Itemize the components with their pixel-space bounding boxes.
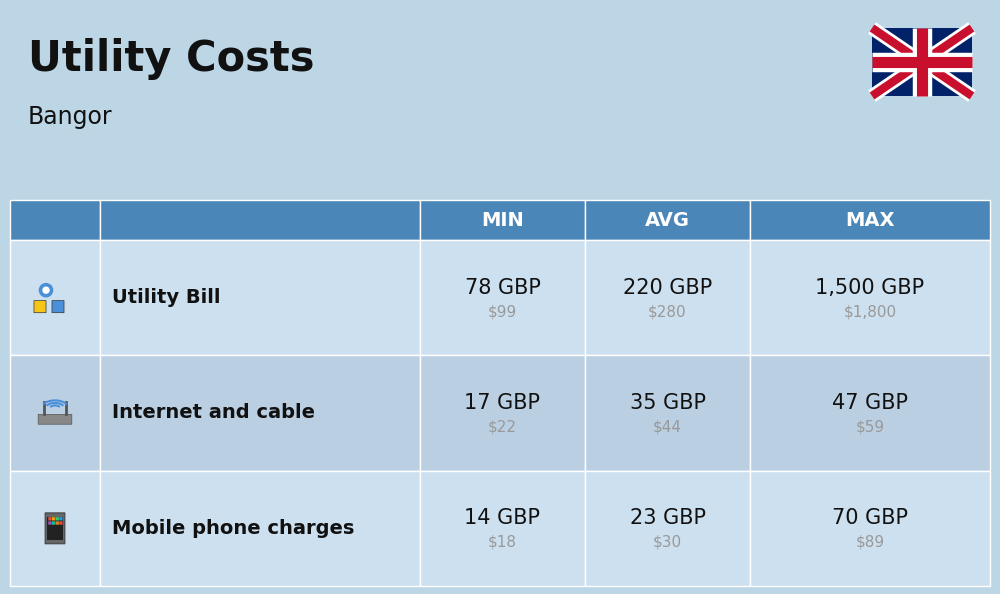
- Text: $30: $30: [653, 535, 682, 550]
- Circle shape: [43, 287, 49, 293]
- Text: $22: $22: [488, 419, 517, 434]
- Text: 70 GBP: 70 GBP: [832, 508, 908, 528]
- FancyBboxPatch shape: [585, 200, 750, 240]
- FancyBboxPatch shape: [750, 470, 990, 586]
- FancyBboxPatch shape: [872, 28, 972, 96]
- FancyBboxPatch shape: [56, 522, 59, 525]
- FancyBboxPatch shape: [48, 522, 52, 525]
- FancyBboxPatch shape: [420, 355, 585, 470]
- FancyBboxPatch shape: [52, 522, 55, 525]
- FancyBboxPatch shape: [10, 355, 100, 470]
- Text: Mobile phone charges: Mobile phone charges: [112, 519, 354, 538]
- FancyBboxPatch shape: [585, 470, 750, 586]
- Text: MAX: MAX: [845, 210, 895, 229]
- Text: $59: $59: [855, 419, 885, 434]
- Circle shape: [39, 283, 53, 297]
- FancyBboxPatch shape: [38, 415, 72, 424]
- FancyBboxPatch shape: [59, 517, 63, 520]
- FancyBboxPatch shape: [100, 470, 420, 586]
- FancyBboxPatch shape: [750, 200, 990, 240]
- Text: $280: $280: [648, 304, 687, 319]
- FancyBboxPatch shape: [100, 200, 420, 240]
- Text: 23 GBP: 23 GBP: [630, 508, 706, 528]
- Text: 14 GBP: 14 GBP: [464, 508, 540, 528]
- Text: $18: $18: [488, 535, 517, 550]
- FancyBboxPatch shape: [34, 301, 46, 312]
- FancyBboxPatch shape: [48, 517, 52, 520]
- FancyBboxPatch shape: [10, 200, 100, 240]
- Text: MIN: MIN: [481, 210, 524, 229]
- FancyBboxPatch shape: [420, 240, 585, 355]
- Text: 1,500 GBP: 1,500 GBP: [815, 277, 925, 298]
- FancyBboxPatch shape: [10, 240, 100, 355]
- FancyBboxPatch shape: [52, 301, 64, 312]
- FancyBboxPatch shape: [52, 517, 55, 520]
- FancyBboxPatch shape: [420, 470, 585, 586]
- Text: 78 GBP: 78 GBP: [465, 277, 540, 298]
- FancyBboxPatch shape: [47, 517, 63, 540]
- FancyBboxPatch shape: [100, 240, 420, 355]
- FancyBboxPatch shape: [420, 200, 585, 240]
- Text: $99: $99: [488, 304, 517, 319]
- Text: Utility Bill: Utility Bill: [112, 288, 220, 307]
- Text: $44: $44: [653, 419, 682, 434]
- Text: 35 GBP: 35 GBP: [630, 393, 706, 413]
- FancyBboxPatch shape: [750, 240, 990, 355]
- Text: 220 GBP: 220 GBP: [623, 277, 712, 298]
- FancyBboxPatch shape: [45, 513, 65, 544]
- Text: Utility Costs: Utility Costs: [28, 38, 314, 80]
- Text: 47 GBP: 47 GBP: [832, 393, 908, 413]
- Text: $89: $89: [855, 535, 885, 550]
- Text: AVG: AVG: [645, 210, 690, 229]
- FancyBboxPatch shape: [585, 355, 750, 470]
- FancyBboxPatch shape: [100, 355, 420, 470]
- Text: Bangor: Bangor: [28, 105, 113, 129]
- Text: 17 GBP: 17 GBP: [464, 393, 540, 413]
- FancyBboxPatch shape: [56, 517, 59, 520]
- FancyBboxPatch shape: [585, 240, 750, 355]
- Text: $1,800: $1,800: [843, 304, 897, 319]
- FancyBboxPatch shape: [10, 470, 100, 586]
- FancyBboxPatch shape: [59, 522, 63, 525]
- Text: Internet and cable: Internet and cable: [112, 403, 315, 422]
- FancyBboxPatch shape: [750, 355, 990, 470]
